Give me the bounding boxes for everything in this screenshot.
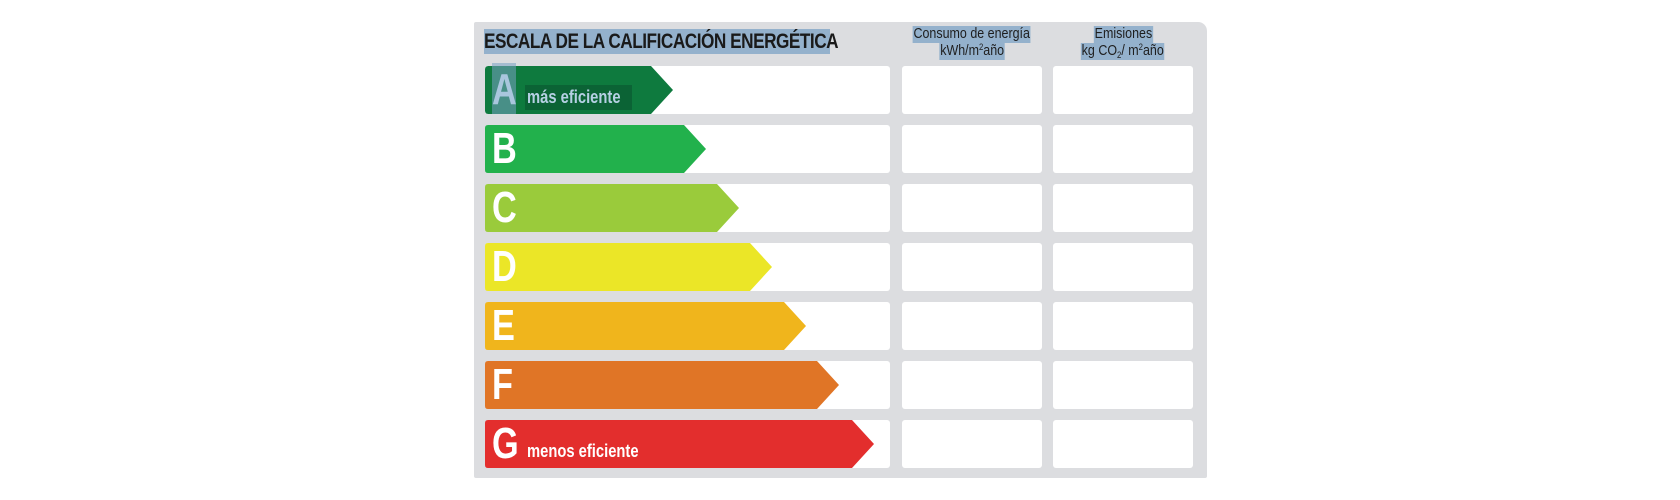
consumo-unit-exponent: 2 xyxy=(978,42,984,52)
emisiones-unit-area: / m xyxy=(1121,43,1139,59)
emisiones-unit-year: año xyxy=(1143,43,1165,59)
rating-letter: E xyxy=(492,301,515,350)
rating-arrow-c xyxy=(485,184,739,232)
consumo-value-d xyxy=(902,243,1042,291)
rating-row-c: C xyxy=(474,184,1207,232)
rating-letter: G xyxy=(492,419,519,468)
emisiones-value-g xyxy=(1053,420,1193,468)
emisiones-value-a xyxy=(1053,66,1193,114)
consumo-value-b xyxy=(902,125,1042,173)
emisiones-value-f xyxy=(1053,361,1193,409)
consumo-unit-base: kWh/m xyxy=(940,43,979,59)
rating-row-g: G menos eficiente xyxy=(474,420,1207,468)
consumo-value-f xyxy=(902,361,1042,409)
rating-row-d: D xyxy=(474,243,1207,291)
rating-arrow-f xyxy=(485,361,839,409)
emisiones-value-e xyxy=(1053,302,1193,350)
consumo-value-c xyxy=(902,184,1042,232)
rating-letter: F xyxy=(492,360,513,409)
emisiones-value-b xyxy=(1053,125,1193,173)
rating-label-most-efficient: más eficiente xyxy=(527,87,621,107)
consumo-value-a xyxy=(902,66,1042,114)
label-selection-highlight xyxy=(525,85,632,110)
rating-label-least-efficient: menos eficiente xyxy=(527,441,639,461)
rating-arrow-d xyxy=(485,243,772,291)
consumo-unit-year: año xyxy=(983,43,1004,59)
scale-title: ESCALA DE LA CALIFICACIÓN ENERGÉTICA xyxy=(484,30,839,53)
rating-letter: C xyxy=(492,183,517,232)
emisiones-line1: Emisiones xyxy=(1093,26,1153,43)
rating-row-e: E xyxy=(474,302,1207,350)
consumo-line1: Consumo de energía xyxy=(912,26,1032,43)
rating-letter: A xyxy=(492,65,517,114)
emisiones-value-c xyxy=(1053,184,1193,232)
consumo-value-g xyxy=(902,420,1042,468)
emisiones-unit-base: kg CO xyxy=(1081,43,1118,59)
rating-arrow-b xyxy=(485,125,706,173)
consumo-value-e xyxy=(902,302,1042,350)
emisiones-line2: kg CO2 / m2 año xyxy=(1081,43,1165,60)
rating-letter: D xyxy=(492,242,517,291)
co2-subscript: 2 xyxy=(1117,50,1122,60)
emisiones-unit-exponent: 2 xyxy=(1138,42,1144,52)
rating-row-f: F xyxy=(474,361,1207,409)
rating-row-b: B xyxy=(474,125,1207,173)
letter-selection-highlight xyxy=(492,63,516,114)
column-header-emisiones: Emisiones kg CO2 / m2 año xyxy=(1053,26,1193,60)
energy-rating-panel: ESCALA DE LA CALIFICACIÓN ENERGÉTICA Con… xyxy=(474,22,1207,478)
column-header-consumo: Consumo de energía kWh/m2 año xyxy=(902,26,1042,60)
emisiones-value-d xyxy=(1053,243,1193,291)
rating-letter: B xyxy=(492,124,517,173)
consumo-line2: kWh/m2 año xyxy=(939,43,1005,60)
rating-row-a: A más eficiente xyxy=(474,63,1207,114)
rating-arrow-g xyxy=(485,420,874,468)
title-highlight xyxy=(484,29,830,54)
rating-arrow-e xyxy=(485,302,806,350)
